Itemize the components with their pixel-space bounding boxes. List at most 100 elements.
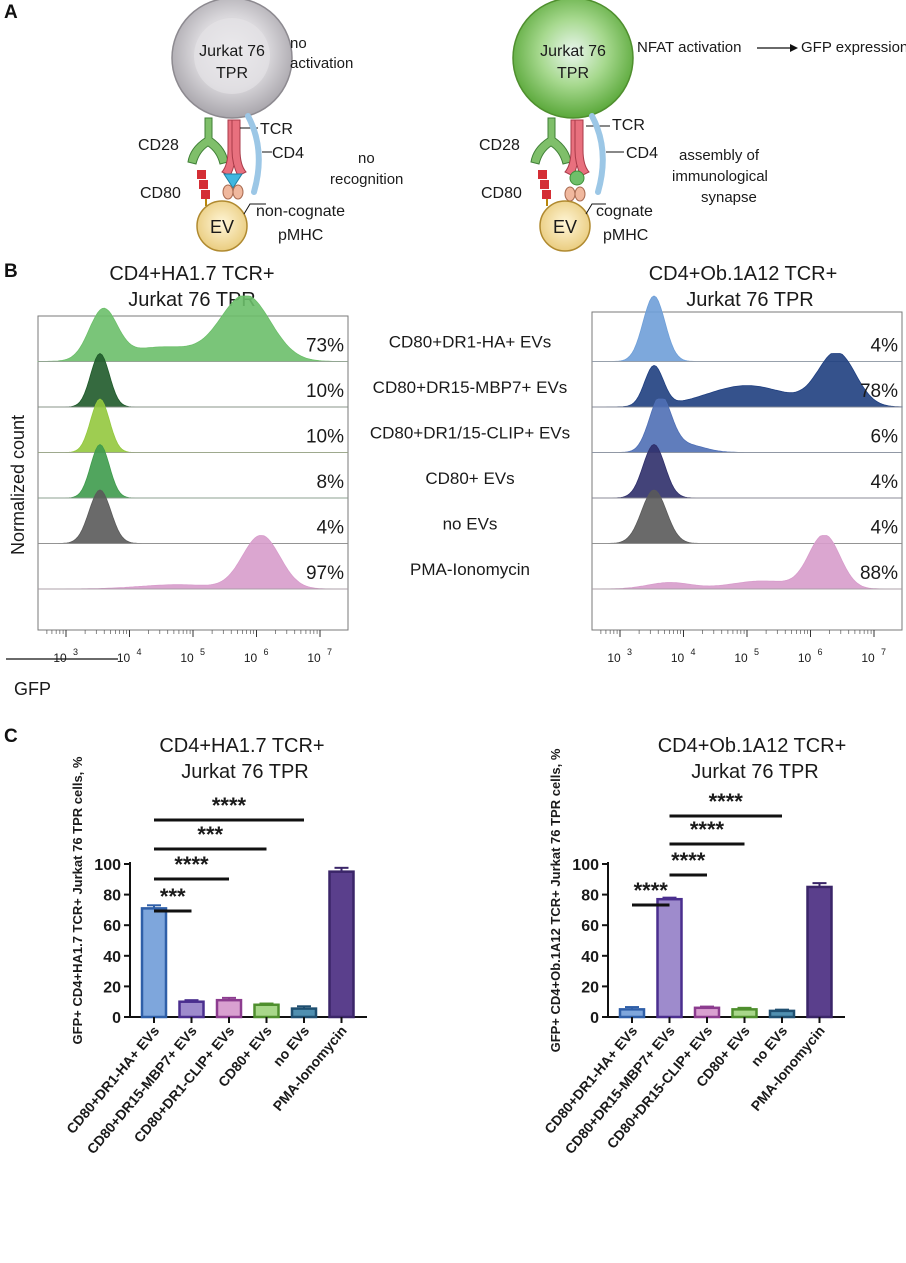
- left-histogram-title-2: Jurkat 76 TPR: [128, 289, 255, 311]
- tcr-receptor: [574, 119, 590, 177]
- cd80-label: CD80: [140, 185, 181, 202]
- bar: [693, 1006, 721, 1019]
- right-histogram-x-ticks: 10 3 10 4 10 5 10 6 10 7: [600, 630, 886, 665]
- bar: [806, 885, 833, 1019]
- y-tick-label: 100: [94, 857, 121, 874]
- chart-title-line1: CD4+Ob.1A12 TCR+: [658, 735, 847, 757]
- left-tick-label: 10: [53, 651, 67, 665]
- non-cognate-peptide-icon: [223, 173, 243, 189]
- bar: [328, 870, 355, 1019]
- left-histogram-frame: [37, 315, 349, 631]
- condition-label: no EVs: [443, 515, 498, 534]
- bar: [768, 1009, 796, 1019]
- left-tick-exponent: 4: [137, 647, 142, 657]
- cd28-receptor: [187, 117, 229, 165]
- left-tick-label: 10: [180, 651, 194, 665]
- left-percent-label: 10%: [306, 381, 344, 402]
- bar: [178, 1000, 205, 1019]
- right-histogram-title-1: CD4+Ob.1A12 TCR+: [649, 263, 838, 285]
- y-tick-label: 0: [112, 1010, 121, 1027]
- y-tick-label: 40: [581, 949, 599, 966]
- gfp-axis-label: GFP: [14, 679, 51, 699]
- bar: [618, 1008, 646, 1019]
- pmhc-molecule: [574, 186, 586, 202]
- y-tick-label: 80: [581, 888, 599, 905]
- tcr-label: TCR: [260, 121, 293, 138]
- no-activation-line1: no: [290, 35, 307, 52]
- y-tick-label: 40: [103, 949, 121, 966]
- cell-name-line1: Jurkat 76: [199, 43, 265, 60]
- chart-title-line2: Jurkat 76 TPR: [691, 761, 818, 783]
- right-histogram-trace: [592, 535, 902, 590]
- cd80-ligand: [542, 190, 551, 199]
- left-tick-exponent: 6: [264, 647, 269, 657]
- condition-label: CD80+DR15-MBP7+ EVs: [373, 378, 568, 397]
- pmhc-label-line1: cognate: [596, 203, 653, 220]
- condition-label: CD80+DR1-HA+ EVs: [389, 333, 552, 352]
- significance-label: ****: [212, 793, 247, 818]
- bar-chart-ob1a12: CD4+Ob.1A12 TCR+ Jurkat 76 TPR GFP+ CD4+Ob…: [541, 735, 846, 1157]
- bar: [140, 907, 168, 1019]
- cd80-label: CD80: [481, 185, 522, 202]
- right-tick-exponent: 7: [881, 647, 886, 657]
- left-histogram-stack: 73% 10% 10% 8% 4% 97%: [37, 295, 348, 590]
- right-percent-label: 4%: [871, 472, 899, 493]
- right-percent-label: 4%: [871, 518, 899, 539]
- schematic-no-activation: Jurkat 76 TPR no activation CD28 TCR CD4…: [138, 0, 403, 252]
- cd28-label: CD28: [479, 137, 520, 154]
- right-tick-label: 10: [798, 651, 812, 665]
- tcr-label: TCR: [612, 117, 645, 134]
- cd28-receptor: [530, 117, 572, 165]
- cd80-ligand: [201, 190, 210, 199]
- y-tick-label: 80: [103, 888, 121, 905]
- chart-title-line1: CD4+HA1.7 TCR+: [159, 735, 324, 757]
- y-tick-label: 60: [103, 918, 121, 935]
- y-tick-label: 0: [590, 1010, 599, 1027]
- pmhc-molecule: [232, 184, 244, 200]
- cd4-coreceptor: [245, 113, 262, 195]
- significance-label: ***: [160, 884, 186, 909]
- panel-b-letter: B: [4, 261, 18, 282]
- significance-label: ****: [690, 817, 725, 842]
- right-tick-label: 10: [607, 651, 621, 665]
- condition-labels: CD80+DR1-HA+ EVs CD80+DR15-MBP7+ EVs CD80+…: [370, 333, 570, 580]
- cell-name-line1: Jurkat 76: [540, 43, 606, 60]
- right-tick-exponent: 4: [691, 647, 696, 657]
- chart-title-line2: Jurkat 76 TPR: [181, 761, 308, 783]
- right-tick-label: 10: [861, 651, 875, 665]
- gfp-expression-label: GFP expression: [801, 39, 906, 56]
- schematic-activation: Jurkat 76 TPR NFAT activation GFP expres…: [479, 0, 906, 252]
- arrow-right-icon: [790, 44, 798, 52]
- bar: [253, 1003, 280, 1019]
- ev-vesicle: [539, 200, 591, 252]
- synapse-line1: assembly of: [679, 147, 760, 164]
- pmhc-label-line2: pMHC: [603, 227, 648, 244]
- y-axis-label: GFP+ CD4+HA1.7 TCR+ Jurkat 76 TPR cells,…: [70, 756, 85, 1044]
- right-tick-exponent: 6: [818, 647, 823, 657]
- right-tick-label: 10: [671, 651, 685, 665]
- right-percent-label: 88%: [860, 563, 898, 584]
- right-percent-label: 4%: [871, 336, 899, 357]
- bar: [731, 1008, 758, 1019]
- panel-c-letter: C: [4, 726, 18, 747]
- left-tick-label: 10: [307, 651, 321, 665]
- right-histogram-trace: [592, 353, 903, 408]
- panel-a-letter: A: [4, 2, 18, 23]
- right-histogram-title-2: Jurkat 76 TPR: [686, 289, 813, 311]
- no-recognition-line2: recognition: [330, 171, 403, 188]
- synapse-line2: immunological: [672, 168, 768, 185]
- left-histogram-trace: [37, 295, 348, 362]
- ev-label: EV: [553, 217, 577, 237]
- pmhc-label-line2: pMHC: [278, 227, 323, 244]
- y-tick-label: 20: [103, 979, 121, 996]
- left-percent-label: 97%: [306, 563, 344, 584]
- right-percent-label: 78%: [860, 381, 898, 402]
- significance-label: ****: [671, 848, 706, 873]
- no-activation-line2: activation: [290, 55, 353, 72]
- y-axis-label: GFP+ CD4+Ob.1A12 TCR+ Jurkat 76 TPR cell…: [548, 748, 563, 1052]
- significance-label: ****: [174, 852, 209, 877]
- no-recognition-line1: no: [358, 150, 375, 167]
- right-tick-label: 10: [734, 651, 748, 665]
- left-percent-label: 8%: [317, 472, 345, 493]
